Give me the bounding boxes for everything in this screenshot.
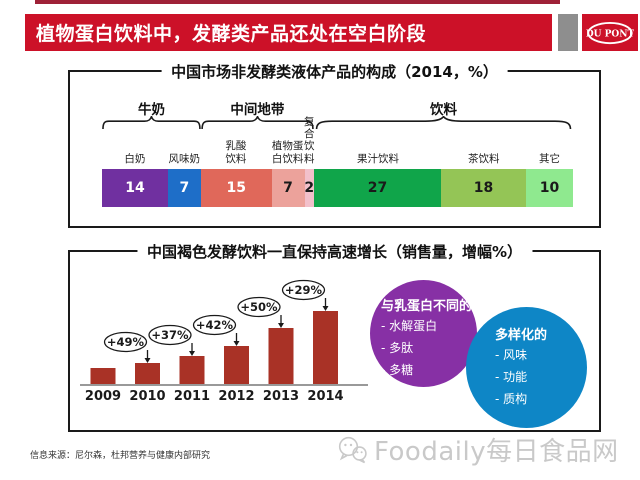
growth-percent-label: +29%	[285, 283, 323, 297]
growth-percent-label: +42%	[196, 318, 234, 332]
segment-value: 7	[283, 180, 293, 196]
bar-segment: 7	[271, 169, 305, 207]
bubble-diversity: 多样化的 - 风味 - 功能 - 质构	[466, 307, 587, 428]
bar-segment: 10	[525, 169, 573, 207]
segment-label: 白奶	[124, 152, 146, 165]
chart2-panel: 中国褐色发酵饮料一直保持高速增长（销售量，增幅%） 2009 2010 +49% 20…	[68, 241, 601, 432]
chart1-title: 中国市场非发酵类液体产品的构成（2014，%）	[161, 61, 508, 82]
growth-year-label: 2011	[174, 389, 210, 404]
growth-arrowhead	[189, 351, 195, 356]
bar-segment: 18	[441, 169, 526, 207]
group-label-middle: 中间地带	[230, 102, 285, 118]
chart1-panel: 中国市场非发酵类液体产品的构成（2014，%） 牛奶 中间地带 饮料 白奶	[68, 61, 601, 228]
growth-oval	[281, 279, 326, 301]
segment-value: 7	[179, 180, 190, 196]
growth-bar	[179, 356, 205, 384]
segment-value: 10	[539, 180, 560, 196]
group-label-milk: 牛奶	[137, 102, 165, 118]
segment-label: 茶饮料	[467, 152, 500, 165]
segment-value: 18	[473, 180, 494, 196]
header-separator	[558, 14, 578, 51]
bracket-beverage	[314, 116, 573, 129]
growth-oval	[192, 314, 237, 336]
growth-bar	[135, 363, 160, 384]
growth-year-label: 2010	[129, 389, 165, 404]
bubble-protein-item: - 水解蛋白	[381, 319, 438, 333]
segment-value: 27	[367, 180, 388, 196]
chart1-group-labels: 牛奶 中间地带 饮料	[102, 98, 573, 118]
chart1-area: 牛奶 中间地带 饮料 白奶 风味奶 乳酸 饮料 植物蛋 白饮料	[102, 98, 573, 207]
bracket-milk	[102, 116, 201, 129]
bracket-middle	[201, 116, 314, 129]
growth-bar	[224, 346, 249, 384]
bubble-diversity-item: - 功能	[495, 370, 528, 385]
growth-percent-label: +37%	[151, 328, 189, 342]
growth-oval	[237, 296, 281, 318]
growth-bar-chart: 2009 2010 +49% 2011 +37% 2012 +42% 2013 +50% 2014…	[80, 279, 368, 404]
growth-year-label: 2012	[218, 389, 254, 404]
chart1-segment-labels: 白奶 风味奶 乳酸 饮料 植物蛋 白饮料 复合 饮料 果汁饮料 茶饮料 其它	[102, 116, 573, 165]
watermark-text: Foodaily每日食品网	[374, 437, 619, 467]
dupont-logo: DU PONT	[582, 14, 638, 51]
growth-arrowhead	[278, 323, 284, 328]
bubble-diversity-item: - 质构	[495, 392, 528, 407]
bar-segment: 14	[102, 169, 168, 207]
growth-oval	[103, 331, 148, 353]
bar-segment: 15	[200, 169, 272, 207]
bubble-protein: 与乳蛋白不同的 - 水解蛋白 - 多肽 - 多糖	[370, 280, 477, 387]
bar-segment: 2	[304, 169, 314, 207]
growth-year-label: 2009	[85, 389, 121, 404]
segment-label: 风味奶	[168, 152, 200, 165]
growth-bar	[313, 311, 338, 384]
bubble-diversity-item: - 风味	[495, 348, 528, 362]
chart1-brackets	[102, 116, 573, 129]
growth-arrowhead	[144, 358, 151, 363]
segment-label: 乳酸 饮料	[225, 140, 247, 165]
bubble-protein-item: - 多肽	[381, 341, 414, 356]
segment-value: 2	[304, 180, 314, 196]
slide-title: 植物蛋白饮料中，发酵类产品还处在空白阶段	[36, 23, 427, 45]
source-note: 信息来源：尼尔森，杜邦营养与健康内部研究	[30, 451, 211, 461]
segment-value: 14	[125, 180, 145, 196]
dupont-logo-icon: DU PONT	[586, 21, 634, 44]
watermark: Foodaily每日食品网	[336, 431, 619, 468]
bubble-diversity-title: 多样化的	[495, 328, 548, 343]
slide-title-bar: 植物蛋白饮料中，发酵类产品还处在空白阶段	[25, 14, 552, 51]
bubble-protein-title: 与乳蛋白不同的	[381, 299, 473, 314]
growth-bar	[268, 328, 294, 384]
growth-oval	[148, 324, 192, 346]
growth-year-label: 2014	[307, 389, 343, 404]
growth-percent-label: +50%	[240, 300, 278, 314]
top-accent-strip	[35, 0, 560, 4]
dupont-logo-text: DU PONT	[586, 29, 634, 39]
segment-label: 其它	[538, 152, 560, 165]
wechat-icon	[338, 436, 367, 463]
growth-arrowhead	[233, 341, 240, 346]
growth-year-label: 2013	[263, 389, 299, 404]
segment-value: 15	[226, 180, 246, 196]
growth-arrowhead	[322, 306, 329, 311]
growth-percent-label: +49%	[107, 335, 145, 349]
segment-label: 植物蛋 白饮料	[271, 140, 304, 165]
bar-segment: 27	[313, 169, 442, 207]
chart2-title: 中国褐色发酵饮料一直保持高速增长（销售量，增幅%）	[136, 241, 533, 262]
bubble-protein-item: - 多糖	[381, 363, 414, 378]
segment-label: 果汁饮料	[356, 152, 399, 165]
bar-segment: 7	[167, 169, 201, 207]
group-label-beverage: 饮料	[429, 102, 457, 118]
growth-bar	[90, 368, 116, 384]
stacked-bar: 14 7 15 7 2 27 18 10	[102, 169, 573, 207]
